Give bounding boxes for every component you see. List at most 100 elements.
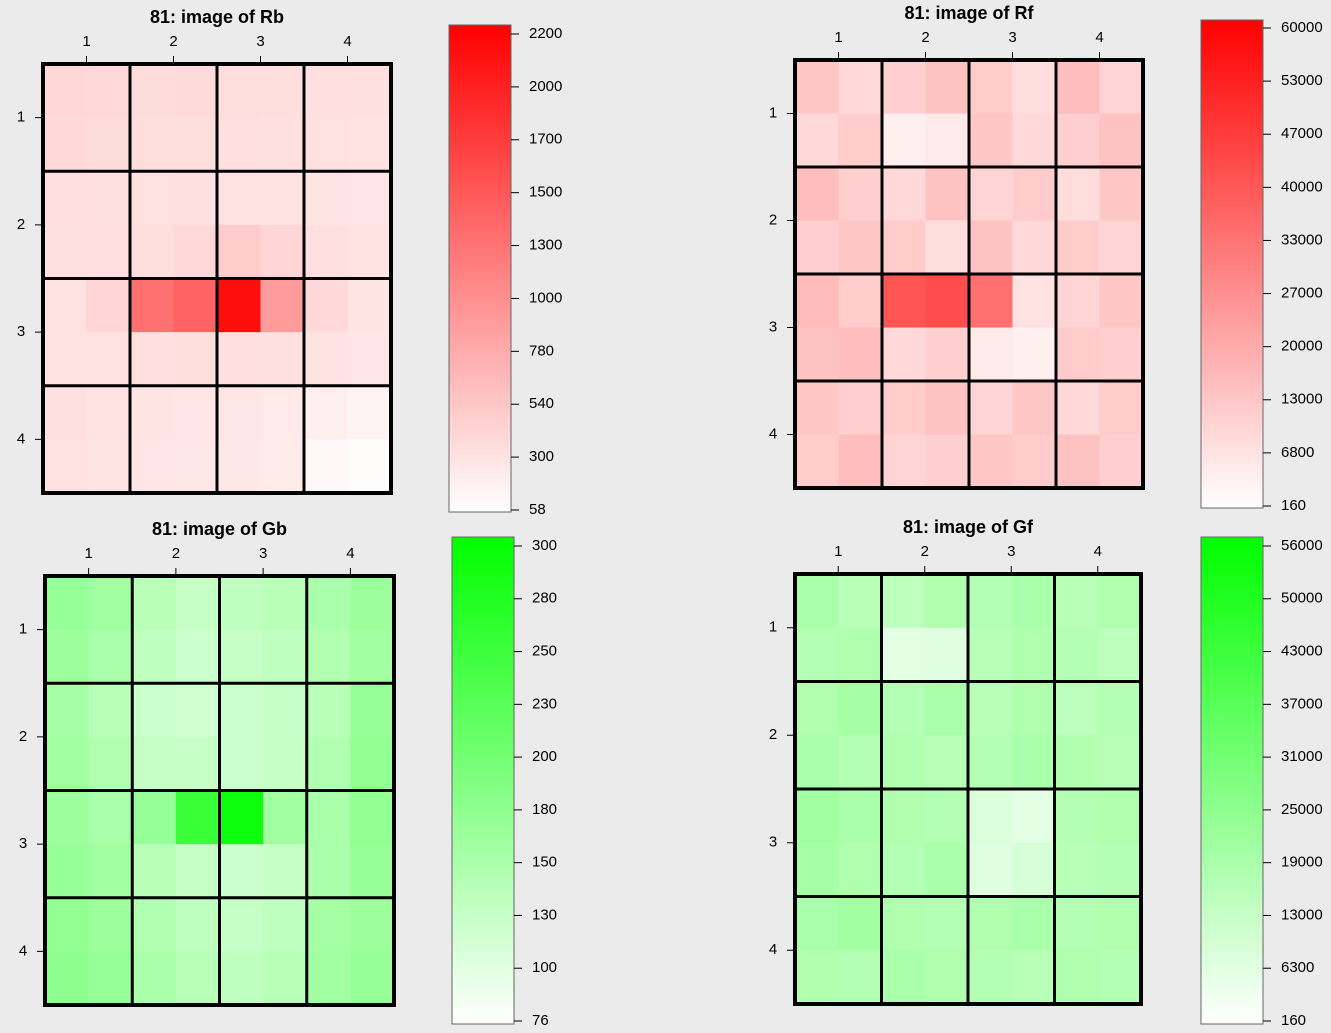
heatmap-cell <box>304 279 348 333</box>
heatmap-cell <box>45 683 89 737</box>
heatmap-cell <box>1100 435 1144 489</box>
heatmap-cell <box>1098 574 1142 628</box>
heatmap-cell <box>350 630 394 684</box>
heatmap-cell <box>1100 381 1144 435</box>
colorbar-tick-label: 27000 <box>1281 285 1323 302</box>
heatmap-cell <box>882 843 926 897</box>
heatmap-cell <box>1055 950 1099 1004</box>
heatmap-cell <box>130 279 174 333</box>
colorbar-tick-label: 20000 <box>1281 338 1323 355</box>
heatmap-cell <box>263 844 307 898</box>
colorbar-tick-label: 60000 <box>1281 19 1323 36</box>
heatmap-cell <box>882 682 926 736</box>
heatmap-cell <box>87 386 131 440</box>
colorbar-tick-label: 250 <box>532 643 557 660</box>
heatmap-cell <box>348 171 392 225</box>
x-tick-label: 4 <box>343 33 351 50</box>
heatmap-cell <box>87 118 131 172</box>
heatmap-cell <box>926 328 970 382</box>
heatmap-cell <box>925 574 969 628</box>
heatmap-cell <box>132 683 176 737</box>
y-tick-label: 1 <box>769 619 777 636</box>
heatmap-cell <box>348 332 392 386</box>
heatmap-cell <box>1056 435 1100 489</box>
heatmap-cell <box>1011 735 1055 789</box>
heatmap-cell <box>1098 950 1142 1004</box>
x-tick-label: 1 <box>834 543 842 560</box>
heatmap-cell <box>89 951 133 1005</box>
y-tick-label: 3 <box>769 834 777 851</box>
y-tick-label: 4 <box>17 430 25 447</box>
heatmap-cell <box>348 225 392 279</box>
heatmap-cell <box>176 683 220 737</box>
heatmap-cell <box>969 114 1013 168</box>
heatmap-cell <box>220 951 264 1005</box>
colorbar-tick-label: 25000 <box>1281 801 1323 818</box>
heatmap-cell <box>174 332 218 386</box>
colorbar-tick-label: 13000 <box>1281 906 1323 923</box>
heatmap-cell <box>89 737 133 791</box>
x-tick-label: 2 <box>169 33 177 50</box>
heatmap-cell <box>1098 682 1142 736</box>
heatmap-cell <box>89 630 133 684</box>
heatmap-cell <box>795 574 839 628</box>
x-tick-label: 3 <box>1007 543 1015 560</box>
heatmap-cell <box>1100 60 1144 114</box>
heatmap-cell <box>1011 682 1055 736</box>
heatmap-cell <box>1013 435 1057 489</box>
heatmap-cell <box>926 274 970 328</box>
heatmap-cell <box>1055 897 1099 951</box>
heatmap-cell <box>925 843 969 897</box>
heatmap-cell <box>1056 114 1100 168</box>
chart-title: 81: image of Rf <box>904 3 1034 23</box>
colorbar <box>452 537 514 1024</box>
page: {"chart_data": [ {"type": "heatmap", "ti… <box>0 0 1331 1033</box>
heatmap-cell <box>968 897 1012 951</box>
y-tick-label: 1 <box>17 109 25 126</box>
heatmap-cell <box>307 630 351 684</box>
heatmap-cell <box>350 683 394 737</box>
heatmap-cell <box>925 735 969 789</box>
y-tick-label: 3 <box>769 318 777 335</box>
heatmap-cell <box>174 439 218 493</box>
colorbar-tick-label: 160 <box>1281 1012 1306 1029</box>
heatmap-cell <box>795 221 839 275</box>
x-tick-label: 1 <box>84 545 92 562</box>
heatmap-cell <box>1055 682 1099 736</box>
colorbar-tick-label: 58 <box>529 501 546 518</box>
heatmap-cell <box>350 576 394 630</box>
heatmap-cell <box>307 576 351 630</box>
heatmap-cell <box>263 951 307 1005</box>
heatmap-cell <box>220 898 264 952</box>
colorbar-tick-label: 47000 <box>1281 125 1323 142</box>
heatmap-cell <box>1098 789 1142 843</box>
heatmap-cell <box>1055 735 1099 789</box>
colorbar <box>1201 537 1263 1024</box>
heatmap-cell <box>795 628 839 682</box>
heatmap-cell <box>87 279 131 333</box>
heatmap-cell <box>176 791 220 845</box>
colorbar-tick-label: 40000 <box>1281 178 1323 195</box>
heatmap-cell <box>925 897 969 951</box>
heatmap-cell <box>217 386 261 440</box>
heatmap-cell <box>838 897 882 951</box>
heatmap-cell <box>348 118 392 172</box>
chart-title: 81: image of Rb <box>150 7 284 27</box>
heatmap-cell <box>45 898 89 952</box>
heatmap-cell <box>795 381 839 435</box>
heatmap-cell <box>882 897 926 951</box>
heatmap-cell <box>839 435 883 489</box>
heatmap-cell <box>217 225 261 279</box>
heatmap-cell <box>1056 381 1100 435</box>
heatmap-cell <box>217 439 261 493</box>
heatmap-cell <box>174 171 218 225</box>
heatmap-cell <box>307 898 351 952</box>
heatmap-cell <box>926 114 970 168</box>
heatmap-cell <box>45 951 89 1005</box>
y-tick-label: 2 <box>17 216 25 233</box>
heatmap-cell <box>968 843 1012 897</box>
heatmap-cell <box>968 628 1012 682</box>
heatmap-cell <box>969 435 1013 489</box>
chart: 1234123481: image of Rb58300540780100013… <box>0 0 1331 1033</box>
heatmap-cell <box>307 951 351 1005</box>
